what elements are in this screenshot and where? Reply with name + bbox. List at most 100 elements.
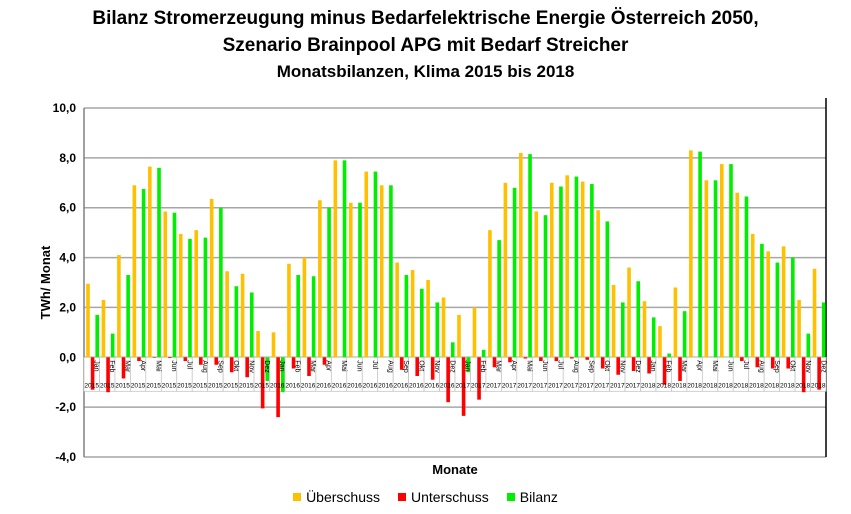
month-label: Jul: [371, 360, 378, 369]
bar-überschuss-5: [148, 166, 152, 358]
bar-überschuss-2: [101, 299, 106, 358]
bar-unterschuss-25: [461, 357, 466, 416]
bar-überschuss-3: [117, 255, 121, 358]
bar-bilanz-10: [234, 286, 239, 358]
bar-bilanz-22: [420, 288, 424, 358]
year-label: 2015: [100, 382, 115, 389]
year-label: 2016: [394, 382, 409, 389]
year-label: 2016: [347, 382, 362, 389]
bar-unterschuss-2: [106, 357, 110, 393]
month-label: Mar: [124, 360, 131, 373]
month-label: Jul: [742, 360, 749, 369]
bar-bilanz-19: [373, 171, 378, 358]
year-label: 2018: [641, 382, 656, 389]
bar-unterschuss-16: [322, 357, 327, 365]
bar-bilanz-13: [280, 357, 285, 393]
bar-bilanz-4: [141, 189, 146, 358]
bar-bilanz-21: [404, 275, 409, 358]
month-label: Nov: [618, 360, 625, 373]
year-label: 2018: [734, 382, 749, 389]
year-label: 2018: [672, 382, 687, 389]
year-label: 2017: [548, 382, 563, 389]
year-label: 2016: [378, 382, 393, 389]
legend: Überschuss Unterschuss Bilanz: [0, 489, 851, 505]
bar-unterschuss-32: [570, 357, 574, 359]
bar-bilanz-7: [188, 238, 192, 358]
month-label: Nov: [804, 360, 811, 373]
year-label: 2016: [440, 382, 455, 389]
bar-bilanz-36: [636, 281, 641, 358]
bar-bilanz-3: [126, 275, 130, 358]
month-label: Apr: [325, 360, 332, 372]
y-tick-label: 8,0: [59, 151, 76, 165]
month-label: Mai: [711, 360, 718, 372]
bar-bilanz-38: [667, 353, 671, 358]
bar-überschuss-23: [426, 280, 430, 358]
chart-subtitle: Szenario Brainpool APG mit Bedarf Streic…: [222, 35, 629, 56]
year-label: 2018: [718, 382, 733, 389]
bar-unterschuss-24: [446, 357, 450, 403]
year-label: 2018: [703, 382, 718, 389]
bar-bilanz-23: [435, 302, 440, 358]
year-label: 2016: [285, 382, 300, 389]
bar-bilanz-45: [775, 262, 780, 358]
bar-unterschuss-28: [508, 357, 512, 363]
bar-überschuss-41: [704, 180, 709, 358]
bar-überschuss-31: [549, 182, 554, 358]
month-label: Sep: [402, 360, 409, 373]
y-tick-label: 6,0: [59, 201, 76, 215]
month-label: Sep: [773, 360, 780, 373]
bar-bilanz-17: [342, 160, 347, 358]
bar-unterschuss-29: [523, 357, 528, 359]
bar-bilanz-16: [327, 207, 331, 358]
bar-bilanz-5: [157, 167, 161, 358]
month-label: Apr: [696, 360, 703, 372]
year-label: 2015: [115, 382, 130, 389]
bar-unterschuss-36: [631, 357, 636, 371]
bar-bilanz-20: [389, 185, 393, 358]
bar-unterschuss-23: [430, 357, 435, 380]
bar-bilanz-2: [110, 333, 115, 358]
bar-bilanz-8: [203, 237, 208, 358]
legend-label: Überschuss: [306, 489, 380, 505]
year-label: 2015: [239, 382, 254, 389]
bar-bilanz-42: [729, 164, 733, 358]
year-label: 2018: [765, 382, 780, 389]
year-label: 2015: [224, 382, 239, 389]
bar-überschuss-11: [240, 273, 245, 358]
y-tick-label: 10,0: [53, 101, 77, 115]
year-label: 2018: [780, 382, 795, 389]
bar-unterschuss-7: [183, 357, 188, 362]
year-label: 2017: [625, 382, 640, 389]
bar-bilanz-35: [620, 302, 625, 358]
year-label: 2018: [687, 382, 702, 389]
year-label: 2016: [409, 382, 424, 389]
bar-überschuss-20: [379, 185, 384, 358]
bar-unterschuss-1: [90, 357, 95, 390]
bar-überschuss-37: [642, 301, 647, 358]
bar-bilanz-30: [543, 215, 548, 358]
month-label: Jul: [556, 360, 563, 369]
bar-überschuss-26: [472, 307, 477, 358]
bar-überschuss-15: [302, 257, 307, 358]
year-label: 2016: [270, 382, 285, 389]
month-label: Feb: [294, 360, 301, 372]
bar-überschuss-24: [441, 297, 446, 358]
bar-unterschuss-31: [554, 357, 559, 362]
bar-überschuss-12: [256, 331, 260, 358]
chart-title: Bilanz Stromerzeugung minus Bedarfelektr…: [92, 8, 759, 29]
legend-label: Bilanz: [519, 489, 558, 505]
bar-bilanz-12: [265, 357, 270, 381]
y-axis-title: TWh/ Monat: [38, 245, 53, 319]
bar-unterschuss-6: [168, 357, 172, 359]
bar-bilanz-27: [497, 240, 501, 358]
bar-bilanz-11: [249, 292, 254, 358]
bar-überschuss-48: [812, 268, 817, 358]
year-label: 2017: [564, 382, 579, 389]
bar-überschuss-18: [348, 202, 353, 358]
bar-bilanz-47: [806, 333, 811, 358]
legend-item-ueberschuss: Überschuss: [293, 489, 380, 505]
bar-bilanz-46: [791, 257, 795, 358]
bar-unterschuss-15: [307, 357, 311, 376]
month-label: Feb: [665, 360, 672, 372]
